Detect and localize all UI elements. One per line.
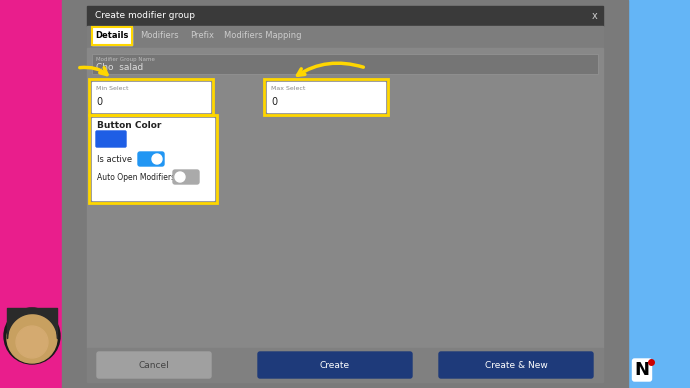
FancyBboxPatch shape xyxy=(96,131,126,147)
Bar xyxy=(87,26,603,48)
Text: Cancel: Cancel xyxy=(139,360,169,369)
FancyBboxPatch shape xyxy=(439,352,593,378)
Text: Modifiers Mapping: Modifiers Mapping xyxy=(224,31,302,40)
Text: Modifier Group Name: Modifier Group Name xyxy=(96,57,155,62)
Text: 0: 0 xyxy=(271,97,277,107)
Bar xyxy=(267,82,385,112)
Bar xyxy=(92,82,210,112)
Text: N: N xyxy=(635,361,649,379)
FancyBboxPatch shape xyxy=(173,170,199,184)
Bar xyxy=(92,27,132,45)
Bar xyxy=(628,0,690,388)
FancyBboxPatch shape xyxy=(97,352,211,378)
Text: Create & New: Create & New xyxy=(484,360,547,369)
Bar xyxy=(264,79,388,115)
Text: Cho  salad: Cho salad xyxy=(96,62,144,71)
Text: Prefix: Prefix xyxy=(190,31,214,40)
Circle shape xyxy=(7,313,57,363)
Bar xyxy=(62,0,628,388)
Text: Max Select: Max Select xyxy=(271,86,306,91)
Bar xyxy=(89,79,213,115)
Bar xyxy=(0,0,62,388)
Text: Auto Open Modifiers: Auto Open Modifiers xyxy=(97,173,175,182)
Bar xyxy=(89,115,217,203)
Text: Create: Create xyxy=(320,360,350,369)
Bar xyxy=(92,118,214,200)
Text: Button Color: Button Color xyxy=(97,121,161,130)
Bar xyxy=(92,54,598,74)
Bar xyxy=(87,348,603,382)
Text: Details: Details xyxy=(95,31,129,40)
Bar xyxy=(87,6,603,26)
Text: Min Select: Min Select xyxy=(96,86,128,91)
Bar xyxy=(87,48,603,348)
Bar xyxy=(92,27,132,45)
Text: Modifiers: Modifiers xyxy=(139,31,178,40)
Circle shape xyxy=(4,308,60,364)
Circle shape xyxy=(175,172,185,182)
FancyBboxPatch shape xyxy=(258,352,412,378)
Bar xyxy=(92,54,598,74)
Text: 0: 0 xyxy=(96,97,102,107)
Text: Create modifier group: Create modifier group xyxy=(95,12,195,21)
Text: Is active: Is active xyxy=(97,156,132,165)
Text: x: x xyxy=(591,11,597,21)
Circle shape xyxy=(16,326,48,358)
FancyBboxPatch shape xyxy=(138,152,164,166)
Circle shape xyxy=(152,154,162,164)
